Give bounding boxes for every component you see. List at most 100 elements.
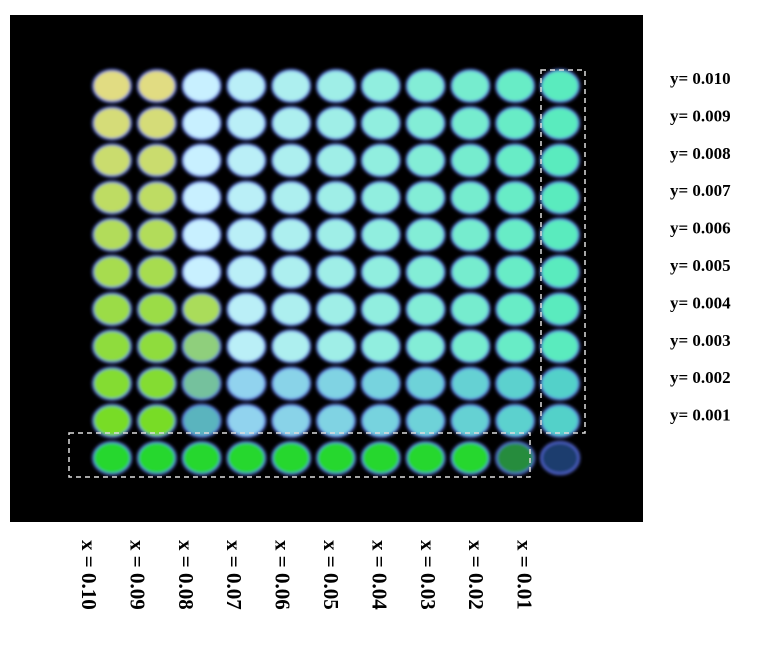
sample-spot: [136, 292, 177, 327]
sample-spot: [540, 255, 580, 289]
sample-spot: [136, 180, 177, 215]
sample-spot: [405, 292, 446, 327]
sample-spot: [495, 106, 536, 141]
labels: y= 0.010 y= 0.009 y= 0.008 y= 0.007 y= 0.006…: [77, 69, 731, 610]
x-label: x = 0.03: [416, 540, 440, 610]
sample-spot: [226, 180, 267, 215]
sample-spot: [405, 403, 446, 438]
x-label: x = 0.09: [125, 540, 149, 610]
sample-spot: [540, 106, 580, 141]
sample-spot: [92, 69, 132, 103]
sample-spot: [405, 143, 446, 178]
sample-spot: [360, 180, 401, 215]
sample-spot: [92, 366, 132, 401]
sample-spot: [540, 329, 580, 364]
sample-spot: [271, 366, 312, 401]
sample-spot: [495, 143, 536, 178]
sample-spot: [450, 255, 491, 289]
sample-spot: [136, 403, 177, 438]
sample-spot: [450, 403, 491, 438]
sample-spot: [540, 441, 580, 475]
sample-spot: [495, 292, 536, 327]
sample-spot: [181, 180, 222, 215]
sample-spot: [495, 366, 536, 401]
sample-spot: [181, 106, 222, 141]
x-label: x = 0.05: [319, 540, 343, 610]
sample-spot: [495, 329, 536, 364]
sample-spot: [181, 292, 222, 327]
sample-spot: [495, 441, 536, 475]
sample-spot: [181, 69, 222, 103]
sample-spot: [540, 69, 580, 103]
sample-spot: [181, 143, 222, 178]
sample-spot: [271, 255, 312, 289]
x-label: x = 0.06: [271, 540, 295, 610]
sample-spot: [226, 255, 267, 289]
sample-spot: [540, 366, 580, 401]
sample-spot: [316, 217, 356, 252]
sample-spot: [540, 180, 580, 215]
sample-spot: [136, 255, 177, 289]
x-label: x = 0.07: [222, 540, 246, 610]
sample-spot: [92, 441, 132, 475]
x-label: x = 0.08: [174, 540, 198, 610]
sample-spot: [226, 69, 267, 103]
sample-spot: [316, 255, 356, 289]
sample-spot: [136, 143, 177, 178]
sample-spot: [316, 143, 356, 178]
x-label: x = 0.04: [367, 540, 391, 610]
sample-grid: [92, 69, 580, 475]
sample-spot: [92, 217, 132, 252]
sample-spot: [495, 69, 536, 103]
sample-spot: [181, 366, 222, 401]
sample-spot: [495, 180, 536, 215]
sample-spot: [136, 366, 177, 401]
sample-spot: [405, 255, 446, 289]
sample-spot: [271, 69, 312, 103]
sample-spot: [181, 403, 222, 438]
sample-spot: [92, 292, 132, 327]
sample-spot: [226, 106, 267, 141]
sample-spot: [271, 441, 312, 475]
sample-spot: [360, 329, 401, 364]
sample-spot: [316, 106, 356, 141]
sample-spot: [450, 180, 491, 215]
y-label: y= 0.006: [670, 219, 731, 238]
sample-spot: [92, 255, 132, 289]
y-label: y= 0.010: [670, 69, 731, 88]
sample-spot: [92, 106, 132, 141]
sample-spot: [540, 403, 580, 438]
x-label: x = 0.10: [77, 540, 101, 610]
sample-spot: [405, 106, 446, 141]
sample-spot: [226, 143, 267, 178]
sample-spot: [540, 143, 580, 178]
sample-spot: [316, 403, 356, 438]
sample-spot: [540, 292, 580, 327]
sample-spot: [226, 292, 267, 327]
sample-spot: [271, 217, 312, 252]
sample-spot: [495, 217, 536, 252]
sample-spot: [450, 292, 491, 327]
sample-spot: [181, 441, 222, 475]
sample-spot: [495, 255, 536, 289]
sample-spot: [450, 217, 491, 252]
sample-spot: [405, 217, 446, 252]
sample-spot: [92, 403, 132, 438]
sample-spot: [316, 292, 356, 327]
sample-spot: [136, 69, 177, 103]
sample-spot: [271, 106, 312, 141]
y-label: y= 0.002: [670, 368, 731, 387]
sample-spot: [226, 441, 267, 475]
sample-spot: [360, 366, 401, 401]
sample-spot: [450, 329, 491, 364]
sample-spot: [360, 217, 401, 252]
sample-spot: [540, 217, 580, 252]
y-label: y= 0.001: [670, 406, 731, 425]
sample-spot: [136, 106, 177, 141]
sample-spot: [92, 329, 132, 364]
sample-spot: [495, 403, 536, 438]
x-label: x = 0.02: [464, 540, 488, 610]
sample-spot: [316, 441, 356, 475]
sample-spot: [316, 180, 356, 215]
y-label: y= 0.004: [670, 293, 731, 312]
